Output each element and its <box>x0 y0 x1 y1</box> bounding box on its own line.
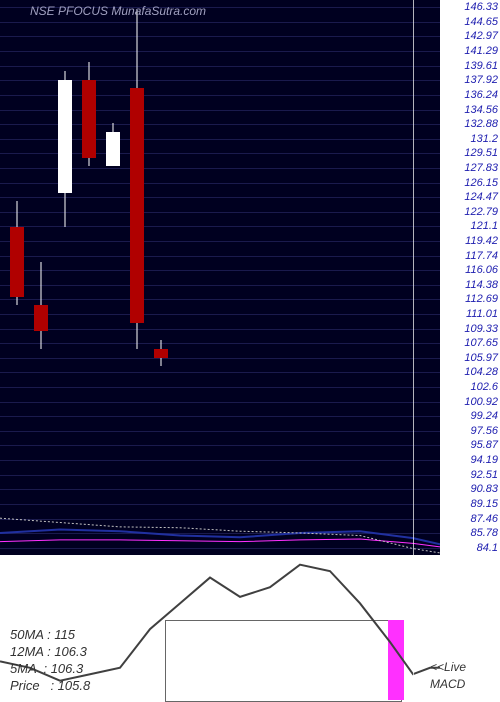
y-tick-label: 100.92 <box>464 396 498 408</box>
y-tick-label: 146.33 <box>464 1 498 13</box>
y-tick-label: 121.1 <box>470 220 498 232</box>
info-price: Price : 105.8 <box>10 678 90 695</box>
y-tick-label: 132.88 <box>464 118 498 130</box>
cursor-vertical-line <box>413 0 414 700</box>
y-tick-label: 89.15 <box>470 498 498 510</box>
y-tick-label: 131.2 <box>470 133 498 145</box>
y-tick-label: 141.29 <box>464 45 498 57</box>
candle[interactable] <box>10 0 24 555</box>
chart-container: NSE PFOCUS MunafaSutra.com 146.33144.651… <box>0 0 500 700</box>
info-box: 50MA : 115 12MA : 106.3 5MA : 106.3 Pric… <box>10 627 90 695</box>
macd-label: MACD <box>430 677 465 691</box>
y-tick-label: 109.33 <box>464 323 498 335</box>
candle[interactable] <box>106 0 120 555</box>
y-tick-label: 114.38 <box>465 279 498 291</box>
y-tick-label: 97.56 <box>470 425 498 437</box>
y-tick-label: 139.61 <box>464 60 498 72</box>
live-label: <<Live <box>430 660 466 674</box>
y-tick-label: 94.19 <box>470 454 498 466</box>
y-tick-label: 124.47 <box>464 191 498 203</box>
y-tick-label: 107.65 <box>464 337 498 349</box>
info-12ma: 12MA : 106.3 <box>10 644 90 661</box>
indicator-box <box>165 620 402 702</box>
info-50ma: 50MA : 115 <box>10 627 90 644</box>
y-tick-label: 105.97 <box>464 352 498 364</box>
y-tick-label: 95.87 <box>470 439 498 451</box>
y-tick-label: 126.15 <box>464 177 498 189</box>
y-axis: 146.33 144.65 142.97 141.29 139.61 137.92 136.… <box>440 0 500 555</box>
y-tick-label: 144.65 <box>464 16 498 28</box>
y-tick-label: 137.92 <box>464 74 498 86</box>
y-tick-label: 102.6 <box>470 381 498 393</box>
y-tick-label: 129.51 <box>464 147 498 159</box>
y-tick-label: 87.46 <box>470 513 498 525</box>
y-tick-label: 119.42 <box>465 235 498 247</box>
candle[interactable] <box>82 0 96 555</box>
y-tick-label: 92.51 <box>470 469 498 481</box>
candlestick-chart[interactable]: NSE PFOCUS MunafaSutra.com <box>0 0 440 555</box>
y-tick-label: 116.06 <box>465 264 498 276</box>
y-tick-label: 112.69 <box>465 293 498 305</box>
y-tick-label: 84.1 <box>477 542 498 554</box>
y-tick-label: 111.01 <box>466 308 498 320</box>
macd-bar <box>388 620 404 700</box>
y-tick-label: 99.24 <box>470 410 498 422</box>
candle[interactable] <box>154 0 168 555</box>
y-tick-label: 90.83 <box>470 483 498 495</box>
y-tick-label: 104.28 <box>464 366 498 378</box>
y-tick-label: 136.24 <box>464 89 498 101</box>
candle[interactable] <box>34 0 48 555</box>
y-tick-label: 127.83 <box>464 162 498 174</box>
y-tick-label: 134.56 <box>464 104 498 116</box>
candle[interactable] <box>58 0 72 555</box>
candle[interactable] <box>130 0 144 555</box>
y-tick-label: 122.79 <box>464 206 498 218</box>
info-5ma: 5MA : 106.3 <box>10 661 90 678</box>
y-tick-label: 85.78 <box>470 527 498 539</box>
chart-title: NSE PFOCUS MunafaSutra.com <box>30 4 206 18</box>
y-tick-label: 142.97 <box>464 30 498 42</box>
y-tick-label: 117.74 <box>465 250 498 262</box>
